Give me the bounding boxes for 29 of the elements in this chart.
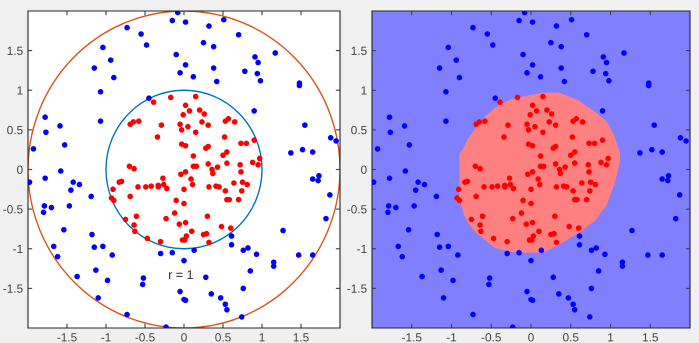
x-tick-label: -1.5 [402,333,422,342]
y-tick-label: 0.5 [351,126,367,134]
annotation: r = 1 [169,270,193,279]
x-tick-label: -1.5 [57,333,77,342]
x-tick-label: -0.5 [482,333,501,342]
x-tick-label: 0 [181,333,187,342]
y-tick-label: -0.5 [3,205,23,214]
y-tick-label: 0.5 [7,126,23,134]
x-tick-label: 0.5 [215,333,231,342]
x-tick-label: 0.5 [563,333,578,342]
y-tick-label: 1 [361,86,367,95]
y-tick-label: -1.5 [347,284,367,293]
x-tick-label: 1.5 [294,333,309,342]
x-tick-label: -1 [446,333,456,342]
x-tick-label: 1.5 [642,333,658,342]
x-tick-label: 1 [260,333,265,342]
y-tick-label: 1.5 [8,46,23,56]
y-tick-label: -1.5 [3,284,23,293]
x-tick-label: 1 [608,333,614,342]
y-tick-label: -0.5 [347,205,367,214]
y-tick-label: 1 [17,86,23,95]
y-tick-label: 0 [17,166,23,174]
y-tick-label: -1 [357,244,367,254]
x-tick-label: -0.5 [135,333,155,342]
y-tick-label: 1.5 [352,46,367,56]
y-tick-label: 0 [361,166,367,174]
x-tick-label: -1 [101,333,111,342]
x-tick-label: 0 [528,333,534,342]
y-tick-label: -1 [13,244,23,254]
